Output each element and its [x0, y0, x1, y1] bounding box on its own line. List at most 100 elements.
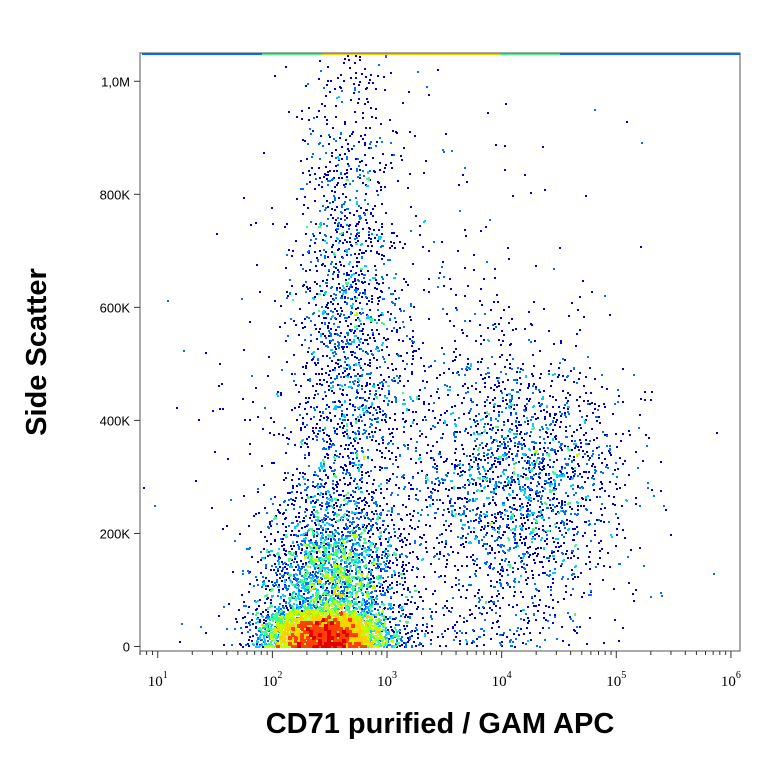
event-dot — [454, 440, 456, 442]
event-dot — [601, 452, 603, 454]
event-dot — [218, 615, 220, 617]
event-dot — [279, 577, 281, 579]
event-dot — [502, 381, 504, 383]
event-dot — [356, 170, 358, 172]
event-dot — [430, 615, 432, 617]
event-dot — [323, 432, 325, 434]
event-dot — [349, 368, 351, 370]
event-dot — [376, 190, 378, 192]
event-dot — [571, 550, 573, 552]
event-dot — [484, 313, 486, 315]
event-dot — [232, 571, 234, 573]
event-dot — [388, 532, 390, 534]
event-dot — [380, 544, 382, 546]
event-dot — [282, 613, 284, 615]
event-dot — [512, 497, 514, 499]
event-dot — [326, 506, 328, 508]
event-dot — [300, 385, 302, 387]
event-dot — [428, 496, 430, 498]
event-dot — [335, 105, 337, 107]
event-dot — [307, 592, 309, 594]
event-dot — [333, 138, 335, 140]
event-dot — [396, 581, 398, 583]
event-dot — [409, 591, 411, 593]
event-dot — [401, 644, 403, 646]
event-dot — [379, 469, 381, 471]
event-dot — [443, 461, 445, 463]
event-dot — [401, 594, 403, 596]
event-dot — [567, 557, 569, 559]
event-dot — [326, 279, 328, 281]
event-dot — [325, 597, 327, 599]
event-dot — [198, 419, 200, 421]
event-dot — [484, 405, 486, 407]
event-dot — [285, 66, 287, 68]
event-dot — [366, 87, 368, 89]
event-dot — [588, 443, 590, 445]
event-dot — [277, 391, 279, 393]
event-dot — [409, 173, 411, 175]
event-dot — [480, 288, 482, 290]
event-dot — [475, 482, 477, 484]
event-dot — [586, 545, 588, 547]
event-dot — [539, 448, 541, 450]
event-dot — [470, 584, 472, 586]
event-dot — [498, 626, 500, 628]
event-dot — [351, 329, 353, 331]
event-dot — [382, 356, 384, 358]
event-dot — [314, 188, 316, 190]
event-dot — [320, 135, 322, 137]
event-dot — [253, 515, 255, 517]
event-dot — [371, 298, 373, 300]
event-dot — [378, 182, 380, 184]
event-dot — [369, 412, 371, 414]
event-dot — [322, 355, 324, 357]
event-dot — [375, 543, 377, 545]
event-dot — [439, 419, 441, 421]
event-dot — [354, 440, 356, 442]
event-dot — [455, 356, 457, 358]
event-dot — [372, 483, 374, 485]
event-dot — [585, 471, 587, 473]
event-dot — [347, 357, 349, 359]
event-dot — [381, 452, 383, 454]
event-dot — [335, 329, 337, 331]
event-dot — [319, 478, 321, 480]
event-dot — [484, 386, 486, 388]
event-dot — [601, 487, 603, 489]
event-dot — [318, 373, 320, 375]
event-dot — [393, 327, 395, 329]
event-dot — [377, 565, 379, 567]
event-dot — [451, 487, 453, 489]
event-dot — [327, 528, 329, 530]
event-dot — [339, 315, 341, 317]
event-dot — [511, 318, 513, 320]
event-dot — [472, 483, 474, 485]
event-dot — [405, 633, 407, 635]
event-dot — [430, 428, 432, 430]
event-dot — [351, 354, 353, 356]
event-dot — [349, 135, 351, 137]
event-dot — [473, 492, 475, 494]
event-dot — [323, 440, 325, 442]
event-dot — [495, 520, 497, 522]
event-dot — [411, 373, 413, 375]
event-dot — [549, 395, 551, 397]
event-dot — [448, 610, 450, 612]
event-dot — [452, 505, 454, 507]
event-dot — [436, 468, 438, 470]
event-dot — [260, 559, 262, 561]
event-dot — [419, 234, 421, 236]
event-dot — [359, 169, 361, 171]
event-dot — [460, 537, 462, 539]
event-dot — [349, 525, 351, 527]
event-dot — [284, 585, 286, 587]
event-dot — [561, 466, 563, 468]
event-dot — [403, 625, 405, 627]
event-dot — [577, 557, 579, 559]
event-dot — [416, 556, 418, 558]
event-dot — [362, 312, 364, 314]
event-dot — [515, 412, 517, 414]
event-dot — [398, 624, 400, 626]
event-dot — [497, 301, 499, 303]
